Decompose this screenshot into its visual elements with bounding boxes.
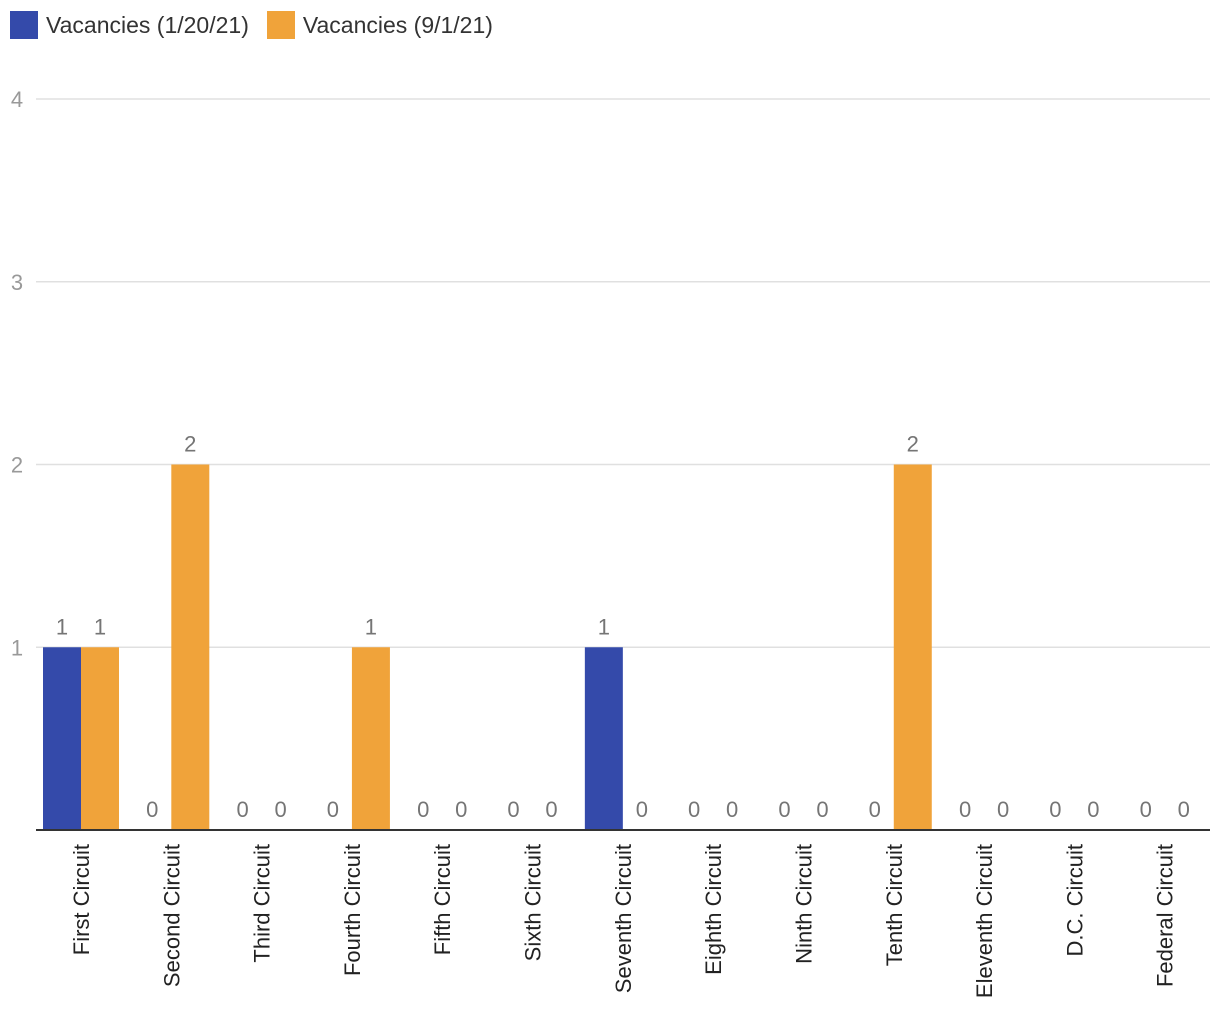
y-tick-label: 1 — [11, 635, 23, 660]
data-label: 0 — [1049, 797, 1061, 822]
data-label: 0 — [636, 797, 648, 822]
legend-item-series-1[interactable]: Vacancies (1/20/21) — [10, 11, 249, 39]
x-tick-label: Second Circuit — [159, 844, 184, 987]
x-tick-label: Seventh Circuit — [611, 844, 636, 993]
data-label: 0 — [688, 797, 700, 822]
y-tick-label: 2 — [11, 453, 23, 478]
data-label: 1 — [56, 614, 68, 639]
x-tick-label: Eighth Circuit — [701, 844, 726, 975]
data-label: 1 — [94, 614, 106, 639]
data-label: 0 — [417, 797, 429, 822]
data-label: 0 — [455, 797, 467, 822]
data-label: 0 — [274, 797, 286, 822]
data-label: 0 — [545, 797, 557, 822]
x-tick-label: Fourth Circuit — [340, 844, 365, 976]
bar-second-circuit-series-2[interactable] — [171, 464, 210, 831]
data-label: 0 — [327, 797, 339, 822]
y-tick-label: 3 — [11, 270, 23, 295]
x-tick-label: D.C. Circuit — [1062, 844, 1087, 956]
data-label: 0 — [507, 797, 519, 822]
bars — [43, 464, 932, 831]
data-label: 2 — [907, 432, 919, 457]
grid-lines — [36, 98, 1210, 648]
legend-item-series-2[interactable]: Vacancies (9/1/21) — [266, 11, 493, 39]
x-tick-label: Ninth Circuit — [791, 844, 816, 964]
data-label: 0 — [959, 797, 971, 822]
data-label: 0 — [236, 797, 248, 822]
data-label: 0 — [1087, 797, 1099, 822]
bar-first-circuit-series-2[interactable] — [81, 647, 119, 830]
legend-swatch-series-1 — [10, 11, 38, 39]
data-label: 1 — [598, 614, 610, 639]
data-label: 2 — [184, 432, 196, 457]
data-label: 0 — [816, 797, 828, 822]
data-label: 0 — [997, 797, 1009, 822]
x-tick-label: Federal Circuit — [1153, 844, 1178, 987]
data-label: 0 — [726, 797, 738, 822]
bar-first-circuit-series-1[interactable] — [43, 647, 81, 830]
data-label: 0 — [1178, 797, 1190, 822]
y-tick-label: 4 — [11, 87, 23, 112]
legend-label-series-1: Vacancies (1/20/21) — [46, 11, 249, 38]
x-tick-label: Eleventh Circuit — [972, 844, 997, 998]
bar-fourth-circuit-series-2[interactable] — [351, 647, 390, 830]
data-labels: 1 1 0 2 0 0 0 1 0 0 0 0 1 0 0 0 0 0 0 2 0 0 0 0 0 0 — [56, 432, 1190, 823]
x-tick-label: Tenth Circuit — [882, 844, 907, 966]
chart-legend: Vacancies (1/20/21) Vacancies (9/1/21) — [10, 11, 511, 39]
data-label: 0 — [1140, 797, 1152, 822]
data-label: 0 — [869, 797, 881, 822]
data-label: 0 — [146, 797, 158, 822]
legend-label-series-2: Vacancies (9/1/21) — [302, 11, 493, 38]
bar-seventh-circuit-series-1[interactable] — [584, 647, 623, 830]
x-tick-label: Sixth Circuit — [521, 844, 546, 961]
x-tick-label: First Circuit — [69, 844, 94, 955]
legend-swatch-series-2 — [266, 11, 295, 39]
data-label: 1 — [365, 614, 377, 639]
data-label: 0 — [778, 797, 790, 822]
axes: 1 2 3 4 First Circuit Second Circuit Third Cir… — [11, 87, 1210, 998]
x-tick-label: Fifth Circuit — [430, 844, 455, 955]
bar-tenth-circuit-series-2[interactable] — [893, 464, 932, 831]
x-tick-label: Third Circuit — [250, 844, 275, 963]
